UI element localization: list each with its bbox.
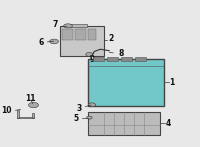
Text: 6: 6 [39, 38, 44, 47]
Bar [93, 57, 104, 61]
Ellipse shape [88, 103, 96, 107]
Text: 3: 3 [77, 103, 82, 113]
Ellipse shape [86, 52, 93, 56]
Ellipse shape [87, 116, 92, 119]
Bar [88, 112, 160, 135]
Text: 10: 10 [1, 106, 12, 116]
Bar [67, 24, 87, 27]
Text: 8: 8 [119, 49, 124, 58]
Ellipse shape [29, 102, 38, 108]
Bar [62, 29, 73, 40]
Text: 1: 1 [169, 78, 175, 87]
Bar [75, 29, 86, 40]
Ellipse shape [64, 24, 72, 28]
Bar [121, 57, 132, 61]
Text: 9: 9 [90, 55, 95, 64]
Bar [17, 117, 34, 118]
Text: 2: 2 [109, 34, 114, 43]
Bar [88, 29, 96, 40]
Bar [107, 57, 118, 61]
Text: 11: 11 [25, 94, 36, 103]
Bar [60, 26, 104, 56]
Text: 4: 4 [165, 119, 171, 128]
Bar [135, 57, 146, 61]
Text: 5: 5 [74, 114, 79, 123]
Bar [32, 113, 34, 118]
Bar [17, 110, 19, 118]
Bar [88, 59, 164, 106]
Ellipse shape [50, 39, 58, 44]
Text: 7: 7 [53, 20, 58, 30]
